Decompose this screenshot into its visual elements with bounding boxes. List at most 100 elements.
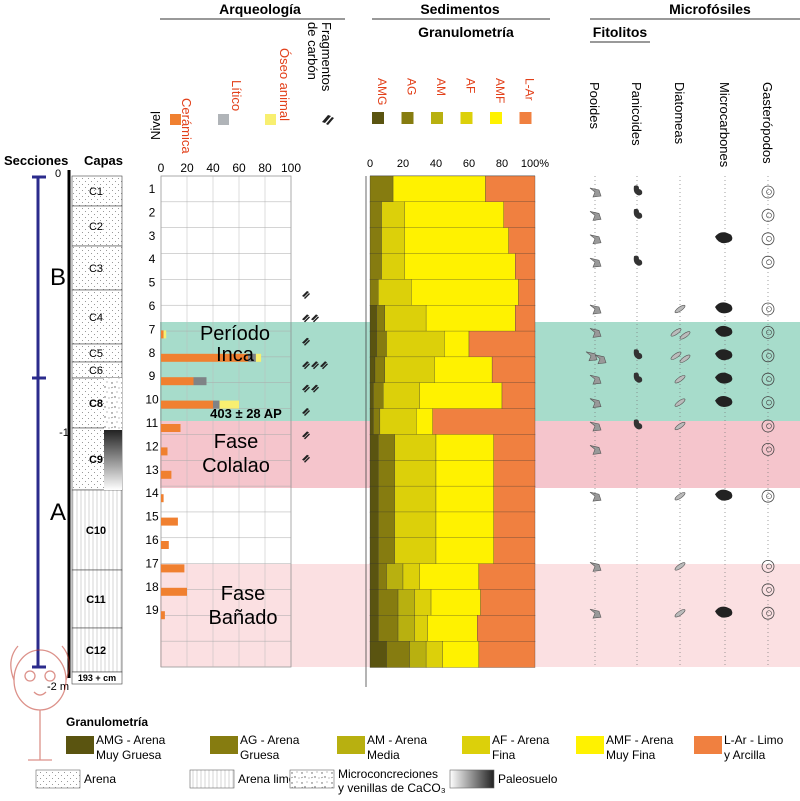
carbon-mark-9 [311, 361, 319, 370]
carbon-stroke [304, 433, 310, 440]
carbon-stroke [302, 408, 309, 414]
gran-bar-AMG-11 [369, 434, 379, 461]
micro-pooides-6 [589, 304, 602, 315]
micro-header-diatomeas: Diatomeas [672, 82, 687, 145]
gran-bar-L-Ar-3 [508, 227, 536, 255]
arch-oseo-swatch [265, 114, 276, 125]
gasteropodo-shell [761, 208, 775, 222]
gran-bar-AMF-11 [435, 434, 494, 461]
gran-bar-AMF-14 [435, 511, 494, 539]
level-label-1: 1 [149, 182, 156, 196]
gran-legend-swatch-AG [401, 112, 414, 124]
level-label-18: 18 [145, 580, 159, 594]
micro-pooides-1 [589, 187, 602, 198]
micro-header-gasterópodos: Gasterópodos [760, 82, 775, 164]
legend-desc-2: Media [367, 748, 400, 762]
micro-microcarbones-19 [715, 606, 733, 618]
carbon-stroke [313, 386, 319, 393]
gran-bar-AMG-17 [369, 589, 379, 616]
gran-bar-AG-10 [373, 408, 381, 436]
microcarbon-shape [715, 372, 733, 384]
micro-header-pooides: Pooides [587, 82, 602, 129]
panicoide-shape [633, 419, 643, 430]
arch-axis-tick: 60 [232, 161, 246, 175]
carbon-stroke [302, 384, 309, 391]
micro-symbols [585, 185, 775, 620]
gran-bar-L-Ar-8 [491, 356, 536, 384]
gran-bar-AMF-17 [430, 589, 481, 616]
nivel-label: Nivel [148, 111, 163, 140]
diatomea-shape [679, 354, 691, 363]
panicoide-shape [633, 208, 643, 219]
gran-bar-AF-5 [378, 279, 412, 306]
level-label-16: 16 [145, 533, 159, 547]
gran-bar-AG-7 [376, 330, 387, 358]
micro-microcarbones-9 [715, 372, 733, 384]
gran-bar-L-Ar-10 [432, 408, 536, 436]
gran-bar-AF-18 [414, 615, 428, 642]
gran-bar-AMF-5 [411, 279, 519, 306]
gasteropodo-whorl [766, 352, 772, 359]
arch-litico-swatch [218, 114, 229, 125]
legend-texture-line1-3: Paleosuelo [498, 772, 558, 786]
gasteropodo-whorl [766, 446, 772, 453]
gran-bar-AMG-9 [369, 382, 374, 410]
arch-bar-ceramica-17 [161, 564, 185, 573]
micro-pooides-12 [589, 445, 602, 455]
gran-bar-L-Ar-1 [485, 175, 536, 203]
arch-bar-ceramica-9 [161, 377, 194, 386]
arch-bar-litico-8 [248, 353, 256, 362]
gran-bar-AMF-15 [435, 537, 494, 565]
gran-bar-AG-6 [376, 305, 386, 332]
diatomea-shape [679, 331, 691, 340]
micro-panicoides-1 [633, 185, 643, 196]
arch-bar-ceramica-18 [161, 587, 187, 596]
legend-swatch-0 [66, 736, 94, 754]
micro-pooides-11 [589, 421, 602, 432]
gasteropodo-whorl [766, 376, 772, 383]
gran-bar-AMF-1 [392, 175, 486, 203]
gran-axis-tick: 60 [463, 158, 475, 170]
gran-bar-AF-19 [425, 641, 443, 668]
gasteropodo-shell [761, 232, 775, 246]
gasteropodo-whorl [766, 493, 772, 500]
gran-legend-label-L-Ar: L-Ar [523, 78, 537, 101]
capa-label-C5: C5 [89, 348, 103, 360]
gran-bar-AG-9 [373, 382, 384, 410]
arch-bar-ceramica-10 [161, 400, 213, 409]
arch-bar-ceramica-12 [161, 447, 168, 456]
micro-microcarbones-6 [715, 302, 733, 314]
level-label-15: 15 [145, 510, 159, 524]
arch-carbon-label-1: Fragmentos [319, 22, 334, 92]
micro-header-microcarbones: Microcarbones [717, 82, 732, 168]
pooide-shape [589, 328, 602, 338]
gasteropodo-shell [761, 396, 775, 410]
emblem-ears [10, 645, 70, 681]
gran-bar-AMG-13 [369, 485, 379, 513]
gran-bar-AMF-8 [434, 356, 493, 384]
gran-bar-AG-19 [386, 641, 410, 668]
sedimentos-title: Sedimentos [420, 1, 500, 17]
micro-gasteropodos-8 [761, 349, 775, 363]
capa-label-C10: C10 [86, 525, 106, 537]
micro-diatomeas-8 [670, 351, 682, 360]
gran-legend-swatch-L-Ar [519, 112, 532, 124]
gran-bar-AF-8 [384, 356, 435, 384]
diatomea-shape [674, 421, 686, 431]
microcarbon-shape [715, 396, 733, 407]
micro-panicoides-2 [633, 208, 643, 219]
arch-bar-ceramica-19 [161, 611, 165, 620]
micro-gasteropodos-3 [761, 232, 775, 246]
gran-bar-AMG-7 [369, 330, 377, 358]
arch-bar-oseo-8 [255, 353, 262, 362]
fitolitos-title: Fitolitos [593, 24, 648, 40]
gasteropodo-whorl [766, 259, 772, 266]
gran-bar-AG-16 [378, 563, 387, 591]
micro-diatomeas-11 [674, 421, 686, 431]
panicoide-shape [633, 185, 643, 196]
micro-diatomeas-7 [679, 331, 691, 340]
level-label-6: 6 [149, 299, 156, 313]
diatomea-shape [674, 492, 686, 501]
micro-pooides-3 [589, 234, 602, 245]
carbon-mark-9 [320, 361, 328, 370]
